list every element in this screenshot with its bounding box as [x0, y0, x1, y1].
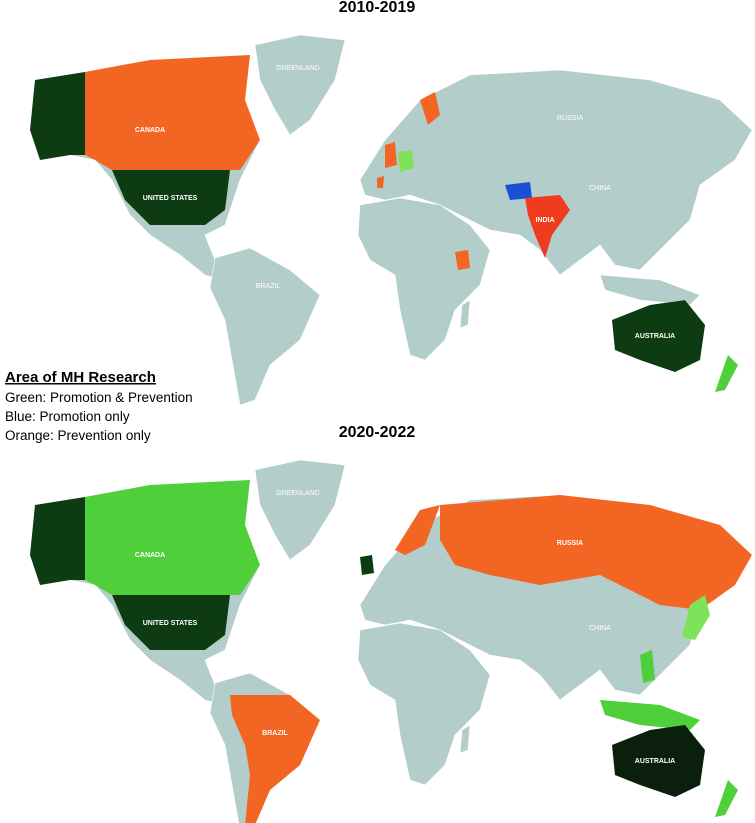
kenya — [455, 250, 470, 270]
map-2010-2019: GREENLAND CANADA UNITED STATES RUSSIA CH… — [29, 34, 753, 406]
uk — [385, 142, 397, 168]
philippines — [640, 650, 655, 683]
map-title: 2020-2022 — [339, 424, 416, 441]
norway — [395, 505, 440, 555]
country-label: CANADA — [135, 127, 165, 134]
russia — [440, 495, 752, 610]
country-label: RUSSIA — [557, 540, 583, 547]
country-label: RUSSIA — [557, 115, 583, 122]
uk — [360, 555, 374, 575]
new-zealand — [715, 355, 738, 392]
country-label: CANADA — [135, 552, 165, 559]
legend: Area of MH Research Green: Promotion & P… — [5, 369, 193, 443]
indonesia — [600, 700, 700, 730]
country-label: BRAZIL — [256, 283, 281, 290]
country-label: BRAZIL — [262, 730, 288, 737]
country-label: GREENLAND — [276, 490, 320, 497]
alaska — [30, 72, 85, 160]
new-zealand — [715, 780, 738, 817]
map-2020-2022: GREENLAND CANADA UNITED STATES RUSSIA CH… — [29, 459, 753, 823]
country-label: GREENLAND — [276, 65, 320, 72]
legend-heading: Area of MH Research — [5, 369, 156, 386]
country-label: UNITED STATES — [143, 620, 198, 627]
canada — [85, 480, 260, 595]
usa — [112, 170, 230, 225]
country-label: CHINA — [589, 625, 611, 632]
portugal — [377, 176, 384, 188]
japan — [682, 595, 710, 640]
india — [525, 195, 570, 258]
brazil — [230, 695, 320, 823]
legend-item: Blue: Promotion only — [5, 409, 130, 424]
australia — [612, 300, 705, 372]
germany — [398, 150, 414, 172]
legend-item: Orange: Prevention only — [5, 428, 151, 443]
canada — [85, 55, 260, 170]
country-label: CHINA — [589, 185, 611, 192]
country-label: AUSTRALIA — [635, 333, 675, 340]
map-title: 2010-2019 — [339, 0, 416, 16]
country-label: AUSTRALIA — [635, 758, 675, 765]
alaska — [30, 497, 85, 585]
country-label: INDIA — [535, 217, 554, 224]
afghanistan — [505, 182, 532, 200]
australia — [612, 725, 705, 797]
finland — [420, 92, 440, 125]
usa — [112, 595, 230, 650]
legend-item: Green: Promotion & Prevention — [5, 390, 193, 405]
country-label: UNITED STATES — [143, 195, 198, 202]
